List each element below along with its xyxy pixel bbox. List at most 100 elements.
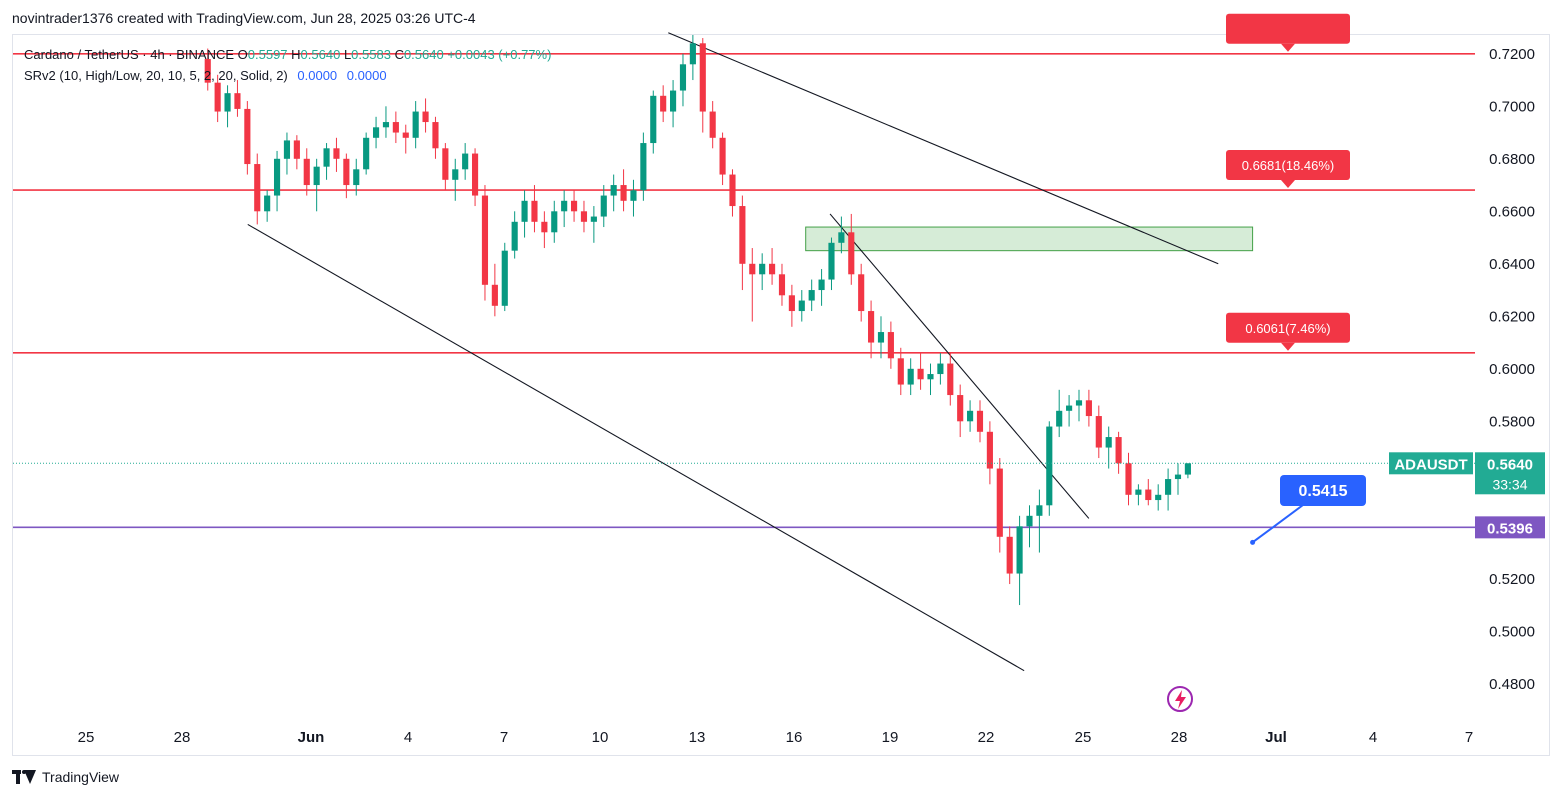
countdown-label: 33:34 — [1492, 476, 1527, 492]
support-price-tag[interactable] — [1475, 516, 1545, 539]
candles — [204, 35, 1191, 606]
level-label-0[interactable] — [1226, 13, 1350, 52]
callout-box[interactable] — [1280, 475, 1366, 506]
candle-body — [353, 169, 360, 186]
symbol-tag[interactable] — [1389, 452, 1473, 475]
legend-open: 0.5597 — [247, 47, 288, 62]
level-labels: 0.6681(18.46%) 0.6061(7.46%) — [1226, 13, 1350, 351]
price-tick-label: 0.6000 — [1489, 361, 1535, 378]
candle — [1006, 526, 1013, 585]
level-label-1[interactable]: 0.6681(18.46%) — [1226, 150, 1350, 189]
legend-change: +0.0043 (+0.77%) — [447, 47, 552, 62]
candle — [462, 143, 469, 180]
candle-body — [848, 232, 855, 275]
lightning-ring — [1167, 686, 1193, 712]
time-tick-label: 7 — [500, 729, 508, 746]
candle — [1026, 505, 1033, 548]
legend-indicator-value-1: 0.0000 — [297, 68, 338, 83]
candle — [868, 300, 875, 359]
candle-body — [1075, 400, 1083, 406]
candle-body — [996, 468, 1003, 537]
lower-channel-line[interactable] — [247, 223, 1025, 672]
candle — [957, 384, 964, 438]
candle-body — [462, 153, 469, 170]
upper-channel-line[interactable] — [668, 32, 1219, 265]
legend-indicator-row: SRv2 (10, High/Low, 20, 10, 5, 2, 20, So… — [24, 65, 551, 86]
candle — [699, 38, 706, 133]
level-label-text: 0.6061(7.46%) — [1245, 321, 1330, 336]
time-axis: 25 28 Jun 4 7 10 13 16 19 22 25 28 Jul 4 7 — [78, 729, 1474, 746]
candle — [214, 74, 221, 123]
candle — [620, 169, 627, 212]
candle — [1165, 468, 1172, 511]
candle-body — [363, 137, 370, 170]
support-price-tag-label: 0.5396 — [1487, 520, 1533, 537]
price-callout: 0.5415 — [1250, 475, 1366, 545]
candle-body — [214, 82, 221, 112]
time-tick-label: 13 — [689, 729, 706, 746]
horizontal-levels — [13, 52, 1475, 529]
candle — [798, 290, 805, 322]
inner-trendline-line[interactable] — [829, 213, 1090, 519]
candle — [967, 400, 974, 432]
candle-body — [640, 143, 647, 191]
candle-body — [719, 137, 726, 175]
candle-body — [1184, 463, 1191, 475]
candle-body — [511, 221, 518, 251]
candle-body — [1174, 474, 1182, 480]
candle-body — [808, 290, 815, 301]
time-tick-label: 25 — [78, 729, 95, 746]
candle-body — [689, 43, 696, 65]
candle-body — [947, 363, 954, 396]
candle — [1105, 426, 1112, 469]
candle — [1135, 484, 1142, 506]
candle-body — [382, 122, 390, 128]
candle-body — [244, 108, 251, 165]
level-label-2[interactable]: 0.6061(7.46%) — [1226, 312, 1350, 351]
candle-body — [798, 300, 805, 312]
candle — [759, 253, 766, 291]
candle-body — [343, 158, 350, 186]
candle — [650, 90, 657, 154]
candle-body — [234, 93, 241, 109]
candle-body — [402, 132, 409, 138]
candle-body — [927, 374, 934, 380]
candle — [422, 98, 429, 133]
candle-body — [283, 140, 291, 159]
legend-indicator[interactable]: SRv2 (10, High/Low, 20, 10, 5, 2, 20, So… — [24, 68, 288, 83]
lightning-icon[interactable] — [1167, 686, 1193, 712]
candle-body — [1165, 479, 1172, 495]
level-label-box — [1226, 150, 1350, 181]
price-tick-label: 0.7200 — [1489, 46, 1535, 63]
candle — [491, 263, 498, 317]
candle-body — [1085, 400, 1092, 417]
candle-body — [828, 242, 835, 280]
time-tick-label: 4 — [1369, 729, 1377, 746]
candle — [432, 116, 439, 159]
tradingview-brand[interactable]: TradingView — [12, 769, 119, 785]
candle-body — [224, 93, 231, 112]
candle-body — [729, 174, 736, 207]
time-tick-label: 28 — [174, 729, 191, 746]
candle — [1155, 484, 1162, 511]
chart-frame[interactable] — [12, 34, 1550, 756]
candle-body — [452, 169, 459, 180]
candle — [719, 132, 726, 186]
legend-symbol[interactable]: Cardano / TetherUS · 4h · BINANCE — [24, 47, 235, 62]
candle — [1075, 389, 1083, 422]
candle — [561, 190, 568, 228]
candle-body — [778, 274, 786, 296]
candle-body — [491, 284, 498, 306]
candle — [640, 132, 647, 201]
candle — [660, 85, 667, 123]
candle — [1036, 489, 1043, 553]
candle — [392, 111, 399, 144]
candle-body — [570, 200, 578, 212]
price-tick-label: 0.7000 — [1489, 98, 1535, 115]
last-price-tag[interactable] — [1475, 452, 1545, 495]
time-tick-label: Jun — [298, 729, 325, 746]
zone-rect[interactable] — [805, 226, 1254, 252]
candle-body — [976, 410, 984, 432]
candle-body — [432, 122, 439, 149]
